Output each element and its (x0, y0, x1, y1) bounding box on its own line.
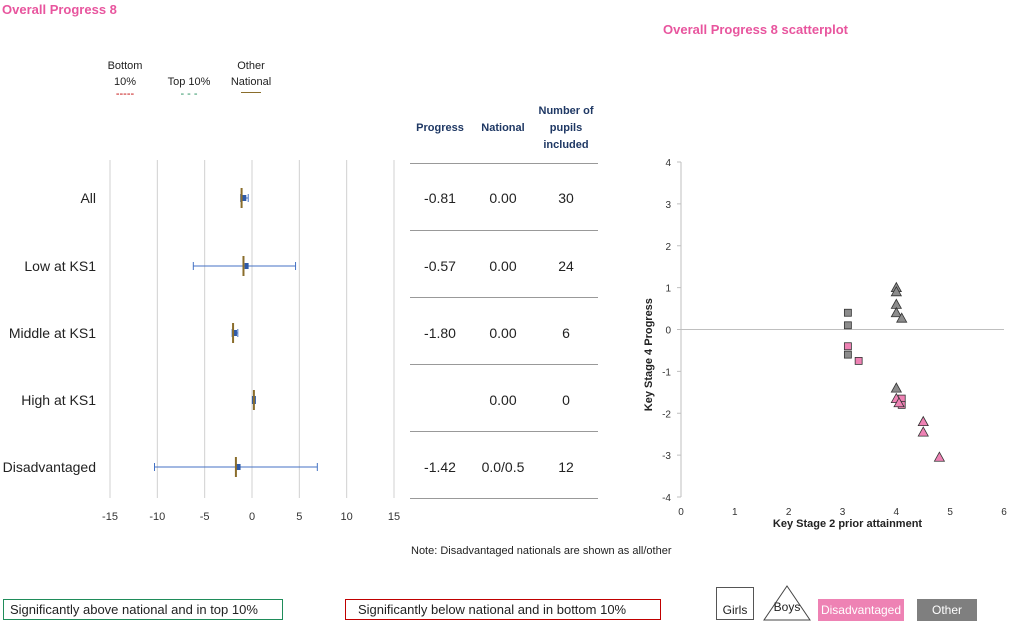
header-number: Number of pupils included (538, 105, 594, 151)
scatter-y-tick-label: -1 (662, 367, 671, 378)
scatter-y-tick-label: -3 (662, 451, 671, 462)
table-rule-bottom (410, 498, 598, 499)
cell-national: 0.00 (489, 190, 517, 206)
legend-bottom-10-label: Bottom 10% (107, 60, 143, 88)
scatter-point-square (854, 357, 863, 365)
scatter-y-tick-label: 3 (665, 200, 671, 211)
row-label-all: All (80, 190, 96, 206)
scatter-x-tick-label: 2 (786, 507, 792, 518)
progress-point (242, 195, 247, 201)
boys-triangle-icon (763, 585, 811, 621)
errorbar-x-tick-label: -10 (149, 511, 165, 523)
scatter-point-triangle (917, 426, 929, 437)
errorbar-x-tick-label: 15 (388, 511, 400, 523)
legend-top-10-line: - - - (180, 88, 198, 100)
header-national: National (481, 122, 525, 134)
legend-bottom-10: Bottom 10% ----- (98, 58, 152, 100)
key-girls-square: Girls (716, 587, 754, 620)
scatter-point-square (843, 350, 852, 359)
progress-errorbar-chart: -15 -10 -5 0 5 10 15 (102, 160, 400, 523)
errorbar-x-tick-label: 0 (249, 511, 255, 523)
key-disadvantaged: Disadvantaged (818, 599, 904, 621)
table-rule (410, 364, 598, 365)
scatter-y-tick-label: -4 (662, 493, 671, 504)
scatter-point-triangle (893, 396, 905, 408)
scatter-y-tick-label: -2 (662, 409, 671, 420)
legend-other-national-label: Other National (230, 60, 272, 88)
key-above-national: Significantly above national and in top … (3, 599, 283, 620)
key-other: Other (917, 599, 977, 621)
cell-national: 0.00 (489, 392, 517, 408)
cell-national: 0.0/0.5 (481, 459, 525, 475)
errorbar-x-tick-label: -15 (102, 511, 118, 523)
legend-other-national: Other National (224, 58, 278, 93)
progress-point (232, 330, 237, 336)
errorbar-x-tick-label: -5 (200, 511, 210, 523)
table-rule (410, 230, 598, 231)
progress-scatterplot: -4 -3 -2 -1 0 1 2 3 4 0 1 2 3 4 5 6 Key Stage 2 prior at… (643, 158, 1007, 530)
legend-bottom-10-line: ----- (115, 88, 135, 100)
row-label-disadvantaged: Disadvantaged (2, 459, 96, 475)
cell-number: 12 (558, 459, 574, 475)
scatter-point-triangle (890, 306, 903, 318)
cell-progress: -0.81 (424, 190, 456, 206)
scatter-point-square (843, 342, 852, 351)
scatter-x-tick-label: 4 (894, 507, 900, 518)
scatter-point-triangle (917, 415, 929, 427)
table-rule (410, 297, 598, 298)
table-rule (410, 431, 598, 432)
key-below-national: Significantly below national and in bott… (345, 599, 661, 620)
cell-number: 24 (558, 258, 574, 274)
row-label-high-ks1: High at KS1 (21, 392, 96, 408)
errorbar-x-tick-label: 10 (341, 511, 353, 523)
cell-progress: -1.80 (424, 325, 456, 341)
scatter-x-tick-label: 3 (840, 507, 846, 518)
table-rule-top (410, 163, 598, 164)
scatter-y-tick-label: 1 (665, 284, 671, 295)
scatter-point-triangle (933, 451, 946, 462)
scatter-y-tick-label: 2 (665, 242, 671, 253)
page-title: Overall Progress 8 (2, 2, 117, 17)
scatter-x-axis-label: Key Stage 2 prior attainment (773, 518, 922, 530)
scatter-x-tick-label: 5 (947, 507, 953, 518)
progress-point (236, 464, 241, 470)
cell-progress: -1.42 (424, 459, 456, 475)
scatter-x-tick-label: 6 (1001, 507, 1007, 518)
scatter-point-square (843, 308, 852, 317)
header-progress: Progress (416, 122, 464, 134)
errorbar-x-tick-label: 5 (296, 511, 302, 523)
row-label-low-ks1: Low at KS1 (24, 258, 96, 274)
legend-top-10-label: Top 10% (167, 76, 211, 88)
scatter-y-tick-label: 0 (665, 326, 671, 337)
scatter-x-tick-label: 0 (678, 507, 684, 518)
legend-top-10: Top 10% - - - (163, 74, 215, 100)
scatter-point-triangle (890, 382, 903, 393)
key-boys-label: Boys (774, 600, 801, 614)
scatter-title: Overall Progress 8 scatterplot (663, 22, 848, 37)
scatter-x-tick-label: 1 (732, 507, 738, 518)
cell-national: 0.00 (489, 325, 517, 341)
note-text: Note: Disadvantaged nationals are shown … (411, 545, 672, 557)
scatter-point-triangle (896, 312, 908, 323)
cell-national: 0.00 (489, 258, 517, 274)
cell-number: 6 (562, 325, 570, 341)
legend-other-national-line (241, 92, 261, 93)
key-boys-triangle: Boys (763, 585, 811, 621)
row-label-middle-ks1: Middle at KS1 (8, 325, 96, 341)
progress-point (244, 263, 249, 269)
scatter-y-tick-label: 4 (665, 158, 671, 169)
scatter-point-square (843, 321, 852, 330)
scatter-point-triangle (890, 285, 903, 297)
cell-number: 0 (562, 392, 570, 408)
cell-number: 30 (558, 190, 574, 206)
scatter-y-axis-label: Key Stage 4 Progress (643, 298, 655, 411)
cell-progress: -0.57 (424, 258, 456, 274)
